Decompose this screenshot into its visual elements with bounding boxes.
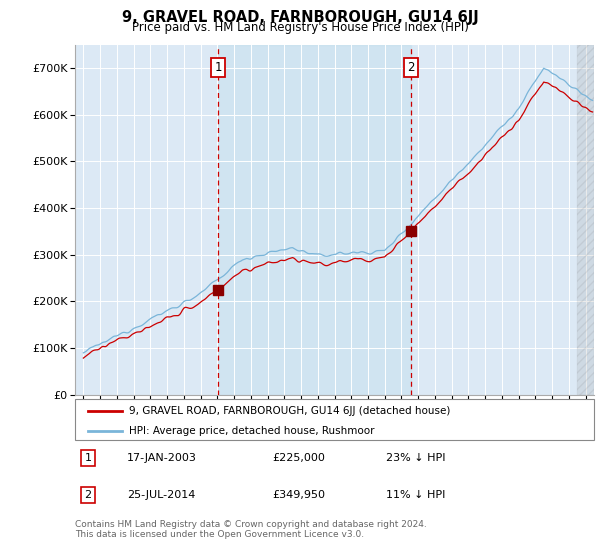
- Bar: [577, 45, 594, 395]
- Text: 11% ↓ HPI: 11% ↓ HPI: [386, 490, 446, 500]
- Text: 23% ↓ HPI: 23% ↓ HPI: [386, 453, 446, 463]
- Text: 17-JAN-2003: 17-JAN-2003: [127, 453, 197, 463]
- Text: 9, GRAVEL ROAD, FARNBOROUGH, GU14 6JJ: 9, GRAVEL ROAD, FARNBOROUGH, GU14 6JJ: [122, 10, 478, 25]
- Text: 1: 1: [85, 453, 91, 463]
- FancyBboxPatch shape: [75, 399, 594, 440]
- Text: 2: 2: [85, 490, 92, 500]
- Text: HPI: Average price, detached house, Rushmoor: HPI: Average price, detached house, Rush…: [130, 426, 375, 436]
- Text: Contains HM Land Registry data © Crown copyright and database right 2024.
This d: Contains HM Land Registry data © Crown c…: [75, 520, 427, 539]
- Text: 2: 2: [407, 61, 415, 74]
- Text: 9, GRAVEL ROAD, FARNBOROUGH, GU14 6JJ (detached house): 9, GRAVEL ROAD, FARNBOROUGH, GU14 6JJ (d…: [130, 405, 451, 416]
- Text: 1: 1: [214, 61, 222, 74]
- Text: £349,950: £349,950: [272, 490, 325, 500]
- Text: Price paid vs. HM Land Registry's House Price Index (HPI): Price paid vs. HM Land Registry's House …: [131, 21, 469, 34]
- Text: £225,000: £225,000: [272, 453, 325, 463]
- Bar: [218, 45, 411, 395]
- Text: 25-JUL-2014: 25-JUL-2014: [127, 490, 195, 500]
